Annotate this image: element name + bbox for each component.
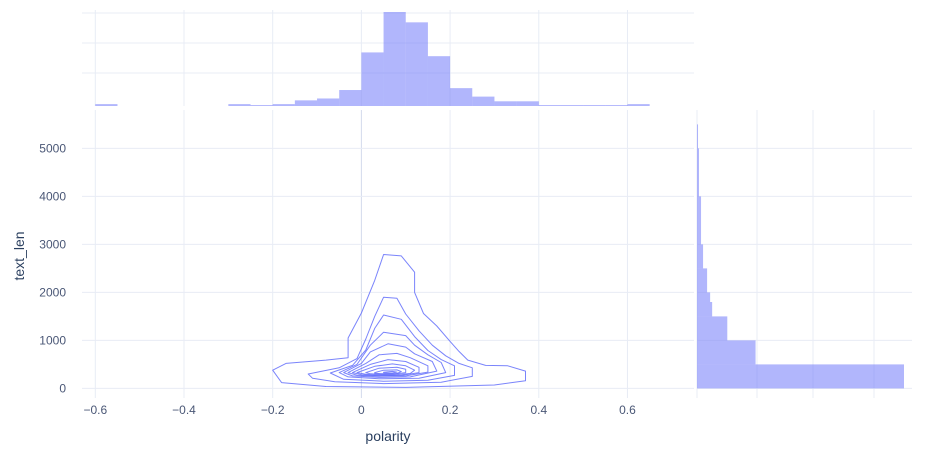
- histogram-bar: [228, 104, 251, 106]
- histogram-bar: [560, 105, 584, 106]
- histogram-bar: [361, 52, 384, 106]
- histogram-bar: [339, 90, 362, 106]
- marginal-y-histogram: [697, 124, 904, 389]
- x-tick-label: −0.4: [172, 403, 196, 417]
- histogram-bar: [95, 104, 118, 106]
- contour-line: [329, 314, 455, 382]
- marginal-x-histogram: [95, 12, 650, 107]
- contour-line: [383, 370, 398, 374]
- x-axis-ticks: −0.6 −0.4 −0.2 0 0.2 0.4 0.6: [83, 403, 636, 417]
- y-tick-label: 5000: [39, 141, 66, 155]
- histogram-bar: [472, 96, 495, 106]
- contour-line: [347, 352, 429, 377]
- histogram-bar: [605, 105, 628, 106]
- histogram-bar: [697, 316, 728, 341]
- histogram-bar: [272, 104, 295, 106]
- x-tick-label: −0.2: [261, 403, 285, 417]
- contour-line: [374, 369, 402, 375]
- histogram-bar: [697, 244, 704, 269]
- x-tick-label: 0.2: [442, 403, 459, 417]
- y-tick-label: 1000: [39, 333, 66, 347]
- y-tick-label: 2000: [39, 285, 66, 299]
- histogram-bar: [627, 104, 650, 106]
- histogram-bar: [405, 22, 428, 107]
- histogram-bar: [697, 340, 756, 365]
- contour-line: [352, 359, 420, 377]
- histogram-bar: [697, 364, 904, 389]
- histogram-bar: [427, 56, 451, 106]
- histogram-bar: [383, 12, 406, 106]
- x-tick-label: −0.6: [83, 403, 107, 417]
- y-tick-label: 3000: [39, 237, 66, 251]
- x-tick-label: 0.6: [619, 403, 636, 417]
- histogram-bar: [583, 105, 606, 106]
- histogram-bar: [697, 124, 699, 149]
- histogram-bar: [494, 101, 517, 106]
- histogram-bar: [538, 105, 561, 106]
- y-tick-label: 4000: [39, 189, 66, 203]
- main-gridlines: [82, 110, 694, 398]
- contour-line: [365, 366, 407, 375]
- x-tick-label: 0.4: [530, 403, 547, 417]
- contour-line: [272, 254, 526, 388]
- histogram-bar: [294, 100, 318, 106]
- x-axis-title: polarity: [365, 428, 410, 444]
- y-tick-label: 0: [59, 381, 66, 395]
- histogram-bar: [250, 105, 273, 106]
- contour-line: [343, 343, 438, 378]
- contour-line: [307, 296, 473, 385]
- histogram-bar: [697, 292, 711, 302]
- y-axis-title: text_len: [11, 231, 27, 280]
- contour-line: [356, 363, 416, 376]
- histogram-bar: [697, 148, 700, 197]
- density-contours: [272, 254, 526, 388]
- histogram-bar: [450, 88, 473, 106]
- x-tick-label: 0: [358, 403, 365, 417]
- y-axis-ticks: 0 1000 2000 3000 4000 5000: [39, 141, 66, 395]
- histogram-bar: [697, 196, 702, 245]
- histogram-bar: [516, 101, 539, 106]
- histogram-bar: [697, 302, 713, 317]
- histogram-bar: [697, 268, 708, 293]
- contour-line: [338, 331, 447, 380]
- histogram-bar: [317, 98, 340, 106]
